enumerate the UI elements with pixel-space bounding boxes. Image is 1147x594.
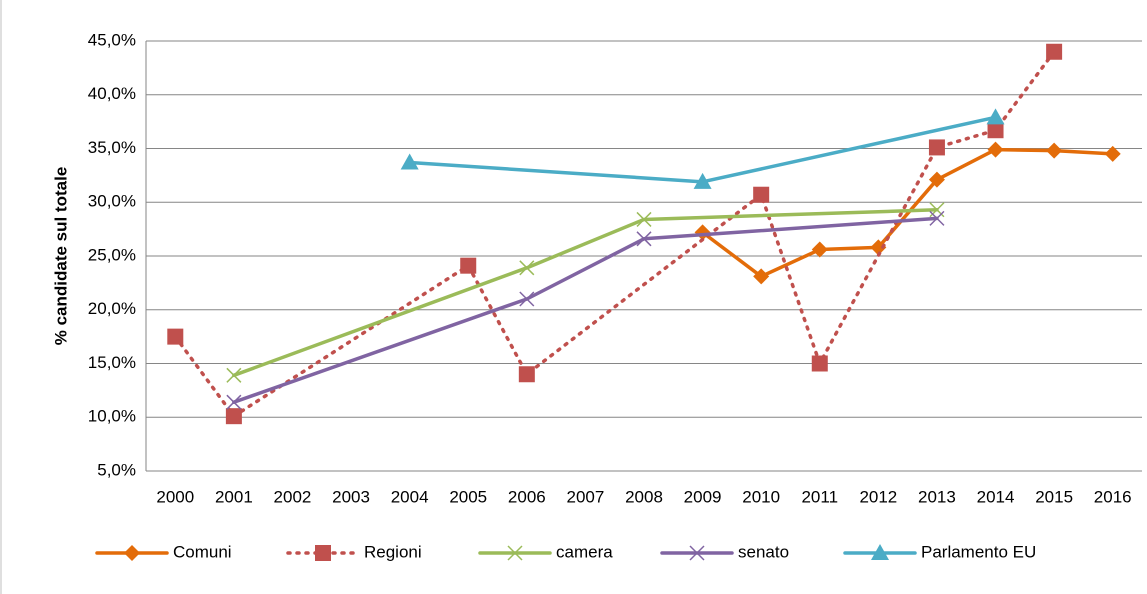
marker bbox=[167, 328, 184, 345]
y-tick-label: 5,0% bbox=[97, 460, 136, 479]
x-tick-label: 2005 bbox=[449, 487, 487, 506]
series-line bbox=[173, 50, 1056, 418]
legend-label: Regioni bbox=[364, 542, 422, 561]
legend-marker bbox=[315, 545, 331, 561]
x-tick-label: 2014 bbox=[977, 487, 1015, 506]
marker bbox=[519, 260, 535, 276]
marker bbox=[929, 210, 945, 226]
x-tick-label: 2004 bbox=[391, 487, 429, 506]
series-line bbox=[407, 115, 998, 184]
x-tick-label: 2009 bbox=[684, 487, 722, 506]
series-line bbox=[232, 208, 939, 378]
marker bbox=[870, 239, 887, 256]
marker bbox=[987, 122, 1004, 139]
series-line bbox=[232, 216, 939, 404]
y-tick-label: 35,0% bbox=[88, 138, 136, 157]
marker bbox=[1104, 145, 1121, 162]
marker bbox=[693, 172, 712, 189]
legend-label: senato bbox=[738, 542, 789, 561]
legend-label: Parlamento EU bbox=[921, 542, 1036, 561]
y-axis-label: % candidate sul totale bbox=[51, 167, 70, 346]
marker bbox=[226, 367, 242, 383]
marker bbox=[928, 139, 945, 156]
x-tick-label: 2010 bbox=[742, 487, 780, 506]
marker bbox=[636, 231, 652, 247]
y-tick-label: 40,0% bbox=[88, 84, 136, 103]
x-tick-label: 2015 bbox=[1035, 487, 1073, 506]
x-tick-label: 2006 bbox=[508, 487, 546, 506]
legend-marker bbox=[124, 545, 140, 561]
x-tick-label: 2001 bbox=[215, 487, 253, 506]
series-line bbox=[700, 147, 1115, 279]
marker bbox=[518, 366, 535, 383]
legend-marker bbox=[871, 544, 889, 560]
y-tick-label: 45,0% bbox=[88, 30, 136, 49]
x-tick-label: 2000 bbox=[156, 487, 194, 506]
x-tick-label: 2007 bbox=[566, 487, 604, 506]
marker bbox=[987, 141, 1004, 158]
marker bbox=[753, 268, 770, 285]
marker bbox=[1046, 43, 1063, 60]
y-tick-label: 15,0% bbox=[88, 353, 136, 372]
x-tick-label: 2011 bbox=[801, 487, 838, 506]
marker bbox=[811, 241, 828, 258]
legend-label: Comuni bbox=[173, 542, 232, 561]
marker bbox=[519, 291, 535, 307]
x-tick-label: 2012 bbox=[859, 487, 897, 506]
marker bbox=[1046, 142, 1063, 159]
y-tick-label: 30,0% bbox=[88, 192, 136, 211]
legend-marker bbox=[689, 545, 705, 561]
x-tick-label: 2003 bbox=[332, 487, 370, 506]
marker bbox=[986, 108, 1005, 125]
legend-marker bbox=[507, 545, 523, 561]
marker bbox=[811, 355, 828, 372]
y-tick-label: 20,0% bbox=[88, 299, 136, 318]
x-tick-label: 2002 bbox=[274, 487, 312, 506]
x-tick-label: 2013 bbox=[918, 487, 956, 506]
marker bbox=[400, 153, 419, 170]
marker bbox=[753, 186, 770, 203]
x-tick-label: 2016 bbox=[1094, 487, 1132, 506]
y-tick-label: 25,0% bbox=[88, 245, 136, 264]
y-tick-label: 10,0% bbox=[88, 407, 136, 426]
marker bbox=[460, 257, 477, 274]
marker bbox=[928, 171, 945, 188]
legend-label: camera bbox=[556, 542, 613, 561]
x-tick-label: 2008 bbox=[625, 487, 663, 506]
marker bbox=[636, 211, 652, 227]
marker bbox=[225, 408, 242, 425]
marker bbox=[226, 394, 242, 410]
